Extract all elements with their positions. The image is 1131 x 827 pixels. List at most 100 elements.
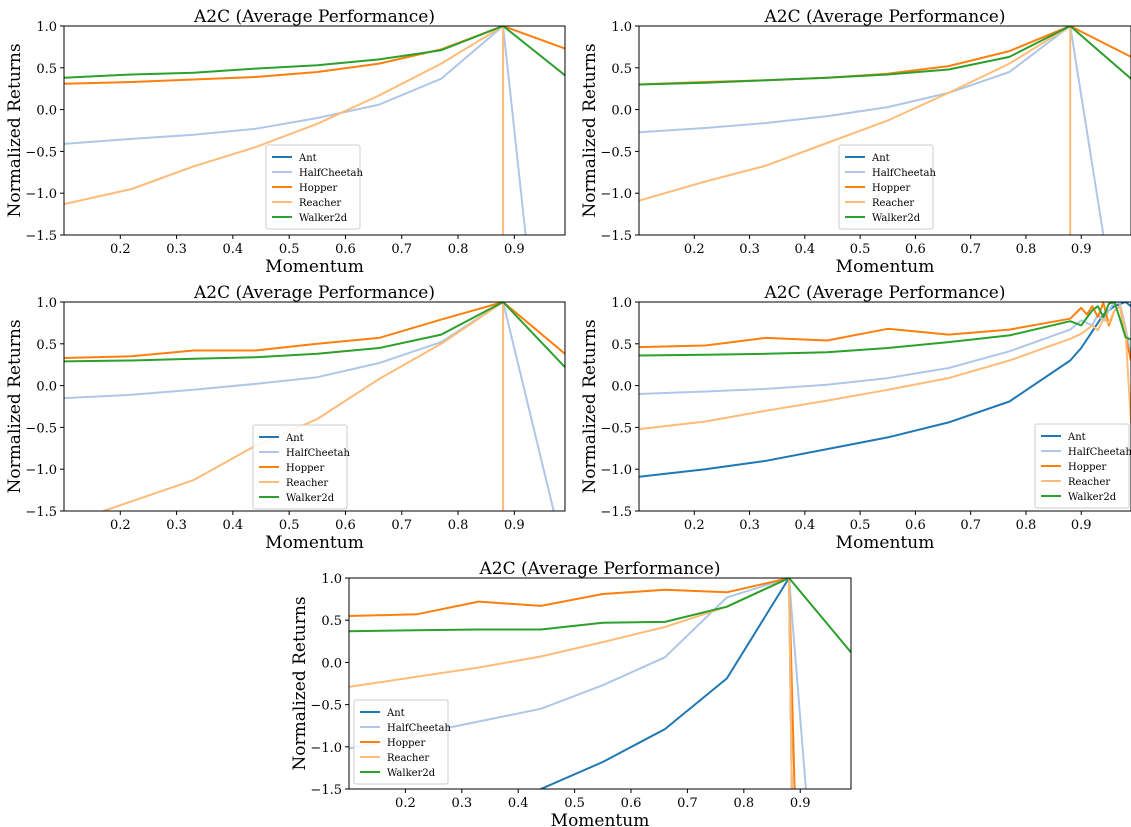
y-tick-label: −1.5 <box>25 505 57 520</box>
legend-label-reacher: Reacher <box>299 198 341 209</box>
x-tick-label: 0.7 <box>391 518 412 533</box>
chart-panel-3: 0.2 0.3 0.4 0.5 0.6 0.7 0.8 0.9 −1.5 −1.0 −0.5 0.0 0… <box>5 283 566 553</box>
x-axis-label: Momentum <box>265 533 364 553</box>
plot-frame <box>63 301 566 512</box>
x-tick-label: 0.2 <box>395 796 416 811</box>
x-tick-label: 0.4 <box>223 242 244 257</box>
x-tick-label: 0.3 <box>739 242 760 257</box>
y-axis-label: Normalized Returns <box>580 43 600 217</box>
y-tick-label: −1.0 <box>25 187 57 202</box>
series-line-reacher <box>639 26 1072 235</box>
x-tick-label: 0.4 <box>794 242 815 257</box>
x-tick-label: 0.6 <box>905 242 926 257</box>
y-tick-label: 0.0 <box>611 104 632 119</box>
legend-label-walker2d: Walker2d <box>872 213 921 224</box>
series-line-halfcheetah <box>639 302 1131 395</box>
x-tick-label: 0.8 <box>448 518 469 533</box>
x-tick-label: 0.4 <box>794 518 815 533</box>
x-tick-label: 0.6 <box>621 796 642 811</box>
y-tick-label: 0.5 <box>611 338 632 353</box>
legend-label-ant: Ant <box>1067 432 1086 443</box>
legend-label-hopper: Hopper <box>286 463 324 474</box>
y-tick-label: 1.0 <box>611 296 632 311</box>
y-tick-label: −0.5 <box>25 145 57 160</box>
y-tick-label: −1.0 <box>310 741 342 756</box>
x-tick-label: 0.5 <box>279 518 300 533</box>
x-tick-label: 0.3 <box>739 518 760 533</box>
y-axis-label: Normalized Returns <box>290 596 310 770</box>
series-line-walker2d <box>349 578 851 653</box>
y-tick-label: 0.5 <box>36 338 57 353</box>
x-tick-label: 0.5 <box>564 796 585 811</box>
x-tick-label: 0.6 <box>905 518 926 533</box>
legend-label-hopper: Hopper <box>1068 462 1106 473</box>
x-axis-label: Momentum <box>836 533 935 553</box>
legend-box <box>353 699 449 785</box>
x-tick-label: 0.2 <box>684 518 705 533</box>
x-tick-label: 0.8 <box>1016 518 1037 533</box>
plot-frame <box>638 25 1131 236</box>
x-tick-label: 0.9 <box>504 242 525 257</box>
y-tick-label: −1.5 <box>25 229 57 244</box>
legend-label-reacher: Reacher <box>387 753 429 764</box>
x-tick-label: 0.7 <box>391 242 412 257</box>
x-tick-label: 0.6 <box>335 242 356 257</box>
x-axis-label: Momentum <box>836 257 935 277</box>
legend: Ant HalfCheetah Hopper Reacher Walker2d <box>838 144 936 230</box>
legend-label-walker2d: Walker2d <box>1068 492 1117 503</box>
legend-label-halfcheetah: HalfCheetah <box>872 168 936 179</box>
legend: Ant HalfCheetah Hopper Reacher Walker2d <box>353 699 451 785</box>
legend: Ant HalfCheetah Hopper Reacher Walker2d <box>252 424 350 510</box>
legend-label-reacher: Reacher <box>286 478 328 489</box>
y-tick-label: 0.0 <box>321 656 342 671</box>
chart-title: A2C (Average Performance) <box>764 283 1006 303</box>
x-tick-label: 0.6 <box>335 518 356 533</box>
y-tick-label: −0.5 <box>25 421 57 436</box>
x-tick-label: 0.5 <box>850 518 871 533</box>
legend-label-walker2d: Walker2d <box>299 213 348 224</box>
legend-label-hopper: Hopper <box>387 738 425 749</box>
legend-label-halfcheetah: HalfCheetah <box>387 723 451 734</box>
y-axis-label: Normalized Returns <box>580 319 600 493</box>
series-line-hopper <box>64 302 565 359</box>
y-tick-label: −0.5 <box>600 421 632 436</box>
legend-label-ant: Ant <box>386 708 405 719</box>
y-tick-label: 0.5 <box>321 614 342 629</box>
y-axis-label: Normalized Returns <box>5 319 25 493</box>
legend-label-reacher: Reacher <box>1068 477 1110 488</box>
y-tick-label: −1.0 <box>25 463 57 478</box>
x-tick-label: 0.5 <box>850 242 871 257</box>
chart-panel-5: 0.2 0.3 0.4 0.5 0.6 0.7 0.8 0.9 −1.5 −1.0 −0.5 0.0 0… <box>290 559 852 827</box>
legend-box <box>838 144 934 230</box>
legend-label-reacher: Reacher <box>872 198 914 209</box>
series-line-walker2d <box>64 302 565 368</box>
legend-label-hopper: Hopper <box>872 183 910 194</box>
series-line-reacher <box>64 26 505 235</box>
x-tick-label: 0.5 <box>279 242 300 257</box>
legend-label-hopper: Hopper <box>299 183 337 194</box>
y-tick-label: 0.5 <box>611 62 632 77</box>
series-line-hopper <box>349 578 796 789</box>
legend-label-ant: Ant <box>285 433 304 444</box>
legend-label-ant: Ant <box>871 153 890 164</box>
plot-frame <box>63 25 566 236</box>
x-tick-label: 0.9 <box>1071 518 1092 533</box>
legend-label-walker2d: Walker2d <box>286 493 335 504</box>
legend-label-ant: Ant <box>298 153 317 164</box>
y-tick-label: 0.5 <box>36 62 57 77</box>
chart-panel-1: 0.2 0.3 0.4 0.5 0.6 0.7 0.8 0.9 −1.5 −1.0 −0.5 0.0 0… <box>5 7 566 277</box>
x-tick-label: 0.9 <box>504 518 525 533</box>
legend-label-halfcheetah: HalfCheetah <box>1068 447 1131 458</box>
legend: Ant HalfCheetah Hopper Reacher Walker2d <box>1034 423 1131 509</box>
legend-box <box>1034 423 1130 509</box>
legend-box <box>252 424 348 510</box>
legend: Ant HalfCheetah Hopper Reacher Walker2d <box>265 144 363 230</box>
series-line-walker2d <box>639 302 1131 357</box>
y-tick-label: 1.0 <box>321 572 342 587</box>
y-tick-label: −1.0 <box>600 463 632 478</box>
series-line-walker2d <box>64 26 565 79</box>
series-line-hopper <box>639 302 1131 361</box>
x-tick-label: 0.7 <box>960 518 981 533</box>
series-line-halfcheetah <box>64 26 527 235</box>
